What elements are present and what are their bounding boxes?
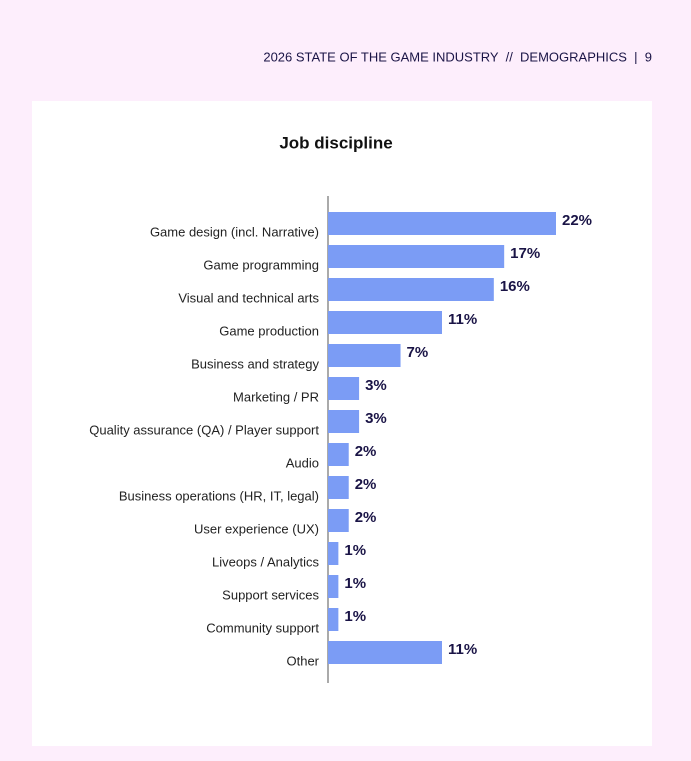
category-label: Business operations (HR, IT, legal) (119, 488, 319, 503)
bar (328, 608, 339, 631)
bar (328, 542, 339, 565)
category-label: Audio (286, 455, 319, 470)
bar (328, 377, 360, 400)
bar (328, 641, 442, 664)
value-label: 1% (344, 608, 366, 625)
bar (328, 509, 349, 532)
value-label: 22% (562, 212, 592, 229)
value-label: 7% (407, 344, 429, 361)
page-header: 2026 STATE OF THE GAME INDUSTRY // DEMOG… (263, 49, 652, 64)
value-label: 1% (344, 542, 366, 559)
value-label: 2% (355, 476, 377, 493)
category-label: Game production (219, 323, 319, 338)
bar (328, 278, 494, 301)
value-label: 2% (355, 443, 377, 460)
value-label: 11% (448, 311, 477, 328)
category-label: Business and strategy (191, 356, 319, 371)
bar (328, 311, 442, 334)
value-label: 3% (365, 377, 387, 394)
value-label: 16% (500, 278, 530, 295)
bar (328, 575, 339, 598)
category-label: Quality assurance (QA) / Player support (89, 422, 319, 437)
value-label: 17% (510, 245, 540, 262)
value-label: 1% (344, 575, 366, 592)
category-label: Game design (incl. Narrative) (150, 224, 319, 239)
bar (328, 344, 401, 367)
value-label: 3% (365, 410, 387, 427)
bar (328, 410, 360, 433)
category-label: Support services (222, 587, 319, 602)
value-label: 2% (355, 509, 377, 526)
category-label: Game programming (203, 257, 319, 272)
value-label: 11% (448, 641, 477, 658)
category-label: Liveops / Analytics (212, 554, 319, 569)
category-label: Other (286, 653, 319, 668)
bar (328, 443, 349, 466)
bar (328, 245, 505, 268)
category-label: User experience (UX) (194, 521, 319, 536)
bar (328, 476, 349, 499)
chart-title: Job discipline (279, 133, 392, 152)
category-label: Marketing / PR (233, 389, 319, 404)
category-label: Community support (206, 620, 319, 635)
bar (328, 212, 556, 235)
category-label: Visual and technical arts (178, 290, 319, 305)
